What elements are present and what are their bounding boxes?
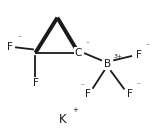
- Text: F: F: [7, 42, 13, 52]
- Text: K: K: [59, 112, 67, 126]
- Text: ⁻: ⁻: [136, 82, 140, 88]
- Text: F: F: [85, 89, 91, 99]
- Text: C: C: [75, 48, 82, 58]
- Text: F: F: [127, 89, 132, 99]
- Text: ⁻: ⁻: [81, 83, 85, 89]
- Text: ⁻: ⁻: [145, 43, 149, 49]
- Text: F: F: [33, 78, 38, 88]
- Text: 3+: 3+: [114, 54, 123, 59]
- Text: ⁻: ⁻: [85, 41, 89, 47]
- Text: +: +: [72, 107, 78, 113]
- Text: F: F: [135, 50, 141, 60]
- Text: B: B: [104, 59, 111, 69]
- Text: ⁻: ⁻: [17, 35, 21, 41]
